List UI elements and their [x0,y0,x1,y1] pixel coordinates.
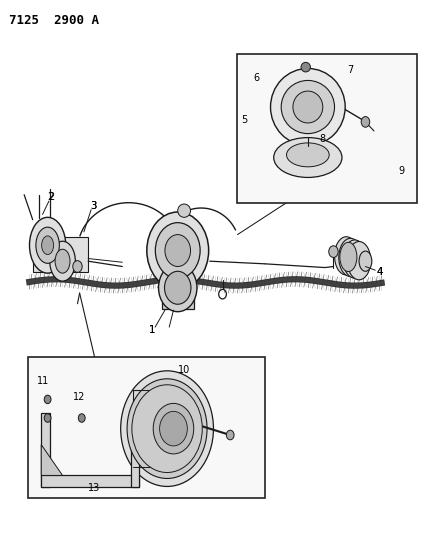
Ellipse shape [301,62,310,72]
Ellipse shape [329,246,338,257]
Ellipse shape [281,80,335,134]
Text: 1: 1 [149,325,155,335]
Ellipse shape [361,117,370,127]
Text: 4: 4 [377,267,383,277]
Ellipse shape [274,138,342,177]
Bar [162,282,194,309]
Bar [133,390,173,467]
Ellipse shape [347,241,371,280]
Ellipse shape [293,91,323,123]
Text: 7: 7 [348,65,354,75]
Ellipse shape [335,237,358,275]
Text: 5: 5 [241,115,248,125]
Ellipse shape [164,271,191,304]
Text: 2: 2 [48,192,54,203]
Ellipse shape [121,371,214,487]
Ellipse shape [165,235,190,266]
Ellipse shape [30,217,66,273]
Text: 7125  2900 A: 7125 2900 A [9,14,99,27]
Ellipse shape [73,261,82,272]
Ellipse shape [343,240,366,278]
Ellipse shape [286,143,329,167]
Text: 8: 8 [320,134,326,144]
Ellipse shape [226,430,234,440]
Text: 3: 3 [91,201,97,211]
Ellipse shape [44,395,51,403]
Text: 1: 1 [149,325,155,335]
Bar [28,357,265,498]
Ellipse shape [132,385,202,472]
Ellipse shape [127,379,207,479]
Ellipse shape [178,204,190,217]
Ellipse shape [359,251,372,271]
Ellipse shape [44,414,51,422]
Bar [33,237,88,272]
Text: 10: 10 [178,365,190,375]
Bar [41,475,140,487]
Bar [131,434,140,487]
Text: 13: 13 [89,483,101,493]
Ellipse shape [147,212,209,289]
Ellipse shape [270,68,345,146]
Ellipse shape [78,414,85,422]
Ellipse shape [50,241,75,281]
Text: 6: 6 [254,73,260,83]
Text: 12: 12 [74,392,86,402]
Ellipse shape [42,236,54,255]
Text: 9: 9 [398,166,405,176]
Ellipse shape [153,403,194,454]
Bar [238,54,416,203]
Ellipse shape [36,227,59,263]
Text: 4: 4 [376,267,383,277]
Polygon shape [41,445,62,475]
Ellipse shape [160,411,187,446]
Ellipse shape [155,223,200,278]
Ellipse shape [158,264,197,312]
Text: 11: 11 [37,376,50,386]
Ellipse shape [340,243,357,271]
Bar [41,413,50,487]
Text: 3: 3 [90,201,97,211]
Ellipse shape [55,249,70,273]
Ellipse shape [339,238,362,277]
Text: 2: 2 [48,192,54,203]
